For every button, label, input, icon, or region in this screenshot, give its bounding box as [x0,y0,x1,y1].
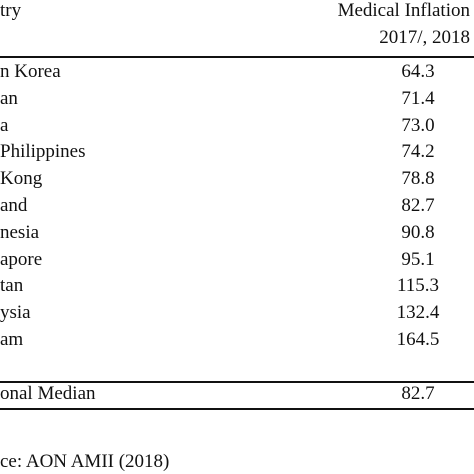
country-cell: and [0,195,28,216]
country-cell: Kong [0,168,43,190]
country-cell: ysia [0,302,31,324]
median-label: onal Median [0,383,96,404]
country-cell: apore [0,248,43,270]
header-years: 2017/, 2018 [379,27,470,48]
header-country: try [0,0,22,21]
country-cell: Philippines [0,141,86,163]
country-cell: am [0,329,24,350]
country-cell: tan [0,275,24,297]
country-cell: a [0,114,9,136]
rule [0,56,474,58]
value-cell: 71.4 [401,87,435,109]
value-cell: 82.7 [401,195,435,216]
source: ce: AON AMII (2018) [0,451,170,472]
country-cell: n Korea [0,61,61,82]
value-cell: 95.1 [401,248,435,270]
value-cell: 90.8 [401,221,435,243]
value-cell: 115.3 [396,275,440,297]
rule [0,381,474,383]
value-cell: 73.0 [401,114,435,136]
country-cell: nesia [0,221,40,243]
value-cell: 64.3 [401,61,435,82]
rule [0,408,474,410]
median-value: 82.7 [401,383,435,404]
value-cell: 74.2 [401,141,435,163]
header-inflation: Medical Inflation [337,0,470,21]
country-cell: an [0,87,18,109]
value-cell: 164.5 [396,329,440,350]
value-cell: 132.4 [396,302,440,324]
value-cell: 78.8 [401,168,435,190]
